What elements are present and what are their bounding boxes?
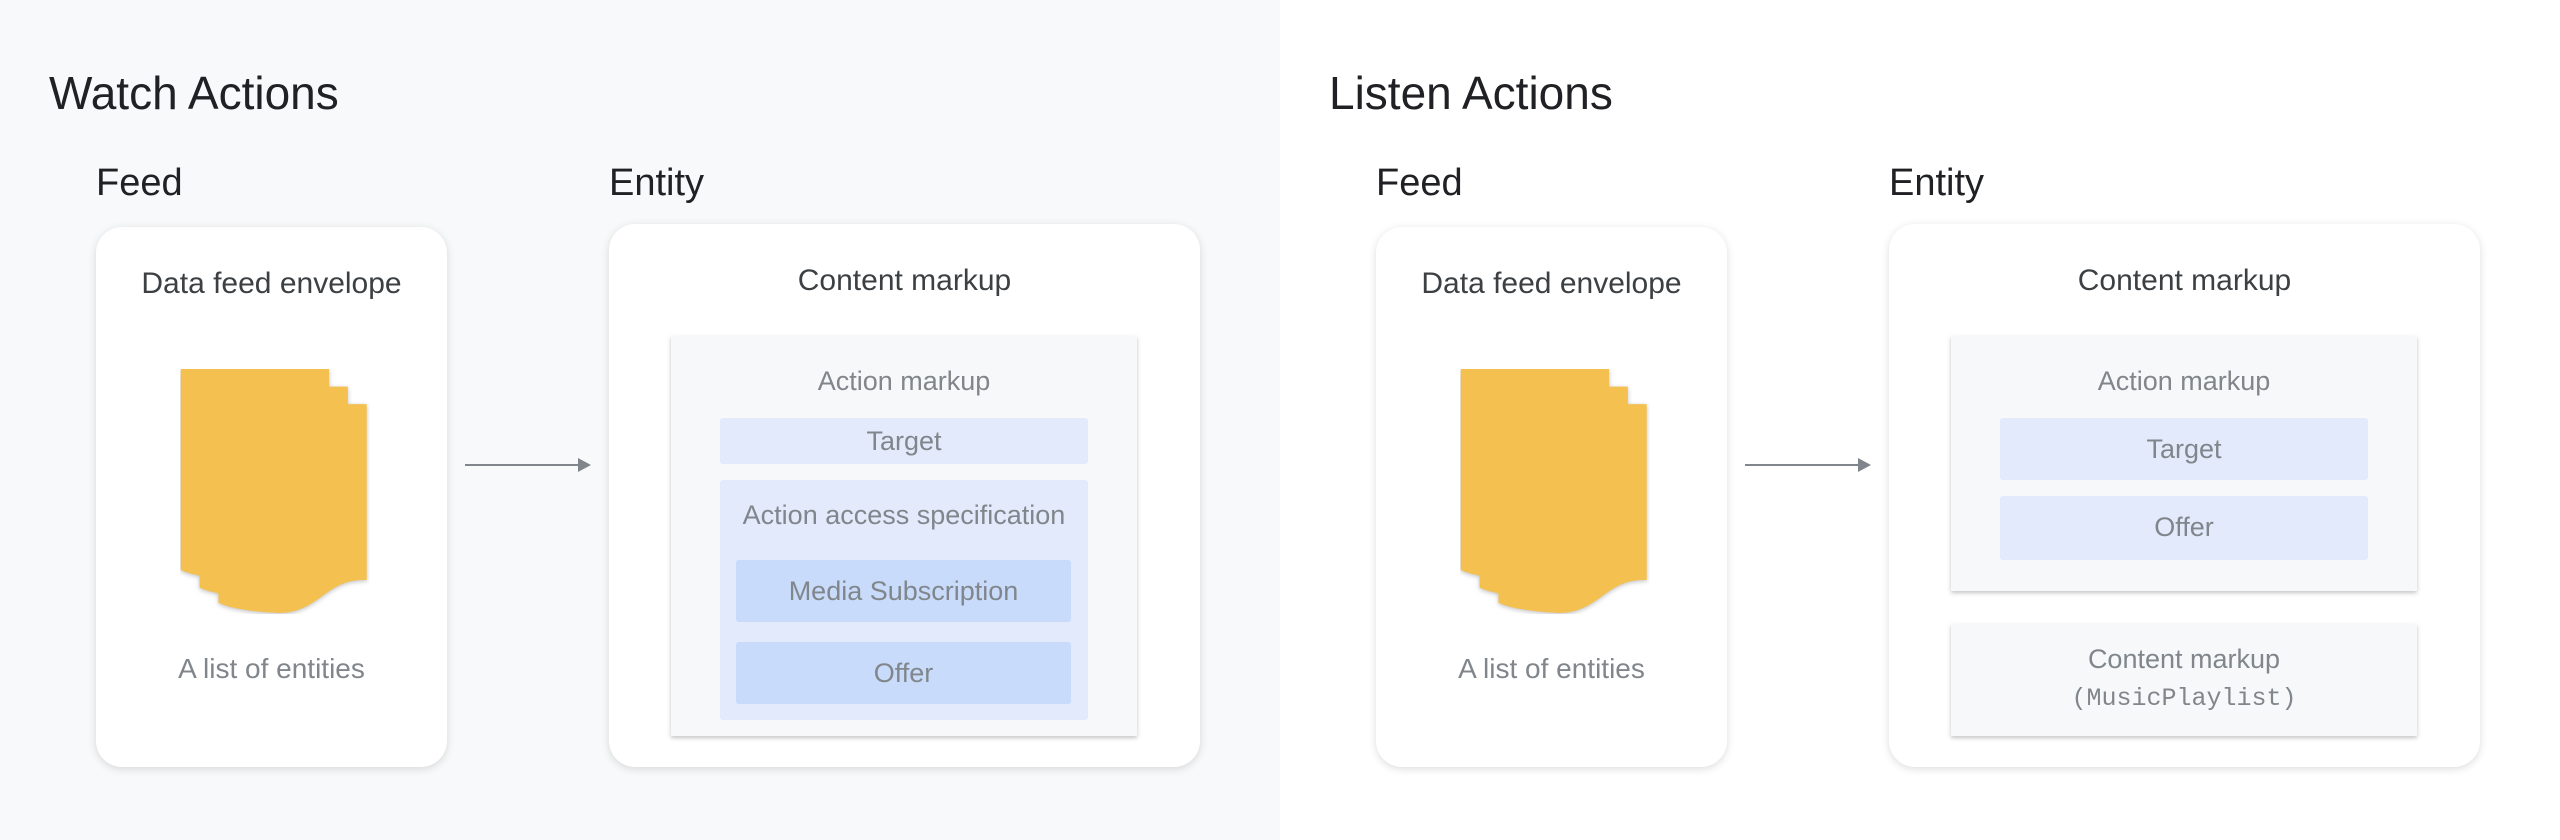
listen-actions-title: Listen Actions — [1329, 67, 1613, 119]
action-access-spec-box: Action access specification Media Subscr… — [720, 480, 1088, 720]
target-box: Target — [2000, 418, 2368, 480]
feed-card-title: Data feed envelope — [141, 267, 402, 300]
action-markup-box: Action markup Target Action access speci… — [671, 336, 1137, 736]
watch-actions-title: Watch Actions — [49, 67, 339, 119]
feed-card: Data feed envelope A list of entities — [1376, 227, 1727, 767]
watch-actions-panel: Watch Actions Feed Entity Data feed enve… — [49, 67, 1200, 767]
feed-card: Data feed envelope A list of entities — [96, 227, 447, 767]
feed-card-caption: A list of entities — [178, 653, 365, 684]
entity-label: Entity — [1889, 162, 1985, 204]
content-markup-box: Content markup (MusicPlaylist) — [1951, 624, 2417, 736]
feed-label: Feed — [1376, 162, 1463, 204]
action-markup-title: Action markup — [2097, 366, 2271, 396]
entity-card-title: Content markup — [797, 264, 1012, 297]
entity-card: Content markup Action markup Target Acti… — [609, 224, 1200, 767]
action-markup-title: Action markup — [817, 366, 991, 396]
action-markup-box: Action markup Target Offer — [1951, 336, 2417, 591]
feed-card-title: Data feed envelope — [1421, 267, 1682, 300]
content-markup-label: Content markup — [2087, 644, 2281, 674]
target-label: Target — [866, 426, 942, 456]
action-access-spec-title: Action access specification — [742, 500, 1066, 530]
entity-card-title: Content markup — [2077, 264, 2292, 297]
feed-label: Feed — [96, 162, 183, 204]
entity-card: Content markup Action markup Target Offe… — [1889, 224, 2480, 767]
target-box: Target — [720, 418, 1088, 464]
media-subscription-label: Media Subscription — [788, 576, 1019, 606]
documents-stack-icon — [1460, 369, 1647, 613]
offer-box: Offer — [736, 642, 1071, 704]
arrow-icon — [465, 458, 591, 472]
offer-box: Offer — [2000, 496, 2368, 560]
entity-label: Entity — [609, 162, 705, 204]
feed-card-caption: A list of entities — [1458, 653, 1645, 684]
media-subscription-box: Media Subscription — [736, 560, 1071, 622]
documents-stack-icon — [180, 369, 367, 613]
content-type-label: (MusicPlaylist) — [2071, 684, 2297, 713]
offer-label: Offer — [2154, 512, 2214, 542]
offer-label: Offer — [873, 658, 934, 688]
target-label: Target — [2146, 434, 2222, 464]
arrow-icon — [1745, 458, 1871, 472]
listen-actions-panel: Listen Actions Feed Entity Data feed env… — [1280, 0, 2560, 840]
